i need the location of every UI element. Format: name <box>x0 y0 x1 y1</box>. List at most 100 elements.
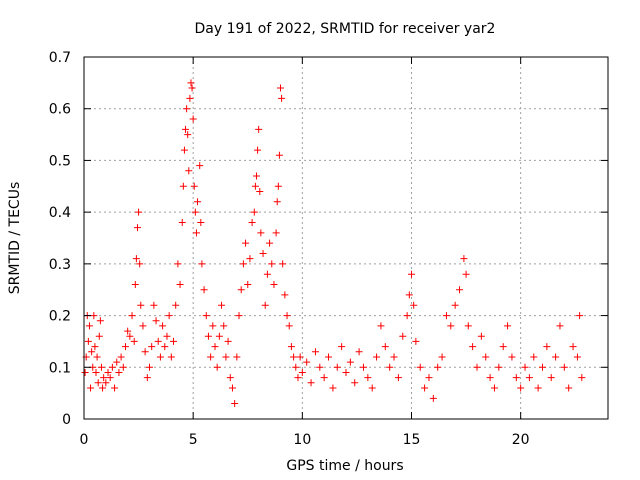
data-point <box>226 374 234 382</box>
data-point <box>215 332 223 340</box>
x-tick-label: 15 <box>403 432 421 448</box>
data-point <box>460 255 468 263</box>
data-point <box>250 208 258 216</box>
data-point <box>364 374 372 382</box>
data-point <box>256 187 264 195</box>
data-point <box>161 343 169 351</box>
data-point <box>296 353 304 361</box>
data-point <box>298 368 306 376</box>
data-point <box>184 131 192 139</box>
data-point <box>268 260 276 268</box>
data-point <box>272 229 280 237</box>
x-tick-label: 5 <box>189 432 198 448</box>
data-point <box>495 363 503 371</box>
data-points <box>81 79 586 407</box>
data-point <box>200 286 208 294</box>
data-point <box>141 348 149 356</box>
data-point <box>131 281 139 289</box>
data-point <box>128 312 136 320</box>
data-point <box>88 348 96 356</box>
data-point <box>182 125 190 133</box>
data-point <box>224 337 232 345</box>
data-point <box>512 374 520 382</box>
data-point <box>451 301 459 309</box>
data-point <box>204 332 212 340</box>
data-point <box>469 343 477 351</box>
data-point <box>172 301 180 309</box>
y-tick-label: 0.7 <box>49 50 71 66</box>
y-tick-label: 0.3 <box>49 257 71 273</box>
data-point <box>170 337 178 345</box>
data-point <box>270 281 278 289</box>
y-axis-label: SRMTID / TECUs <box>7 182 23 295</box>
data-point <box>218 301 226 309</box>
data-point <box>552 353 560 361</box>
data-point <box>143 374 151 382</box>
data-point <box>90 312 98 320</box>
data-point <box>94 379 102 387</box>
data-point <box>410 301 418 309</box>
data-point <box>235 312 243 320</box>
data-point <box>281 291 289 299</box>
data-point <box>543 343 551 351</box>
data-point <box>403 312 411 320</box>
data-point <box>447 322 455 330</box>
data-point <box>425 374 433 382</box>
data-point <box>257 229 265 237</box>
data-point <box>100 374 108 382</box>
data-point <box>197 218 205 226</box>
data-point <box>96 317 104 325</box>
data-point <box>325 353 333 361</box>
data-point <box>159 322 167 330</box>
data-point <box>556 322 564 330</box>
data-point <box>346 358 354 366</box>
data-point <box>287 343 295 351</box>
data-point <box>530 353 538 361</box>
data-point <box>115 368 123 376</box>
data-point <box>91 343 99 351</box>
data-point <box>320 374 328 382</box>
data-point <box>278 94 286 102</box>
data-point <box>135 208 143 216</box>
data-point <box>99 384 107 392</box>
data-point <box>576 312 584 320</box>
data-point <box>307 379 315 387</box>
data-point <box>277 84 284 92</box>
data-point <box>279 260 287 268</box>
data-point <box>111 384 119 392</box>
data-point <box>434 363 442 371</box>
x-tick-label: 0 <box>80 432 89 448</box>
data-point <box>239 260 247 268</box>
data-point <box>202 312 210 320</box>
data-point <box>133 224 141 232</box>
data-point <box>261 301 269 309</box>
data-point <box>188 84 196 92</box>
data-point <box>534 384 542 392</box>
data-point <box>97 363 105 371</box>
x-tick-label: 10 <box>293 432 311 448</box>
data-point <box>259 250 267 258</box>
data-point <box>146 363 153 371</box>
data-point <box>95 332 103 340</box>
data-point <box>294 374 302 382</box>
data-point <box>283 312 291 320</box>
data-point <box>338 343 346 351</box>
data-point <box>150 301 158 309</box>
data-point <box>490 384 498 392</box>
data-point <box>156 353 164 361</box>
data-point <box>547 374 555 382</box>
data-point <box>421 384 429 392</box>
data-point <box>351 379 359 387</box>
data-point <box>456 286 464 294</box>
data-point <box>292 363 300 371</box>
data-point <box>92 368 100 376</box>
data-point <box>154 337 162 345</box>
data-point <box>477 332 485 340</box>
data-point <box>231 399 239 407</box>
data-point <box>504 322 512 330</box>
data-point <box>178 218 186 226</box>
data-point <box>408 270 415 278</box>
data-point <box>539 363 546 371</box>
data-point <box>521 363 529 371</box>
